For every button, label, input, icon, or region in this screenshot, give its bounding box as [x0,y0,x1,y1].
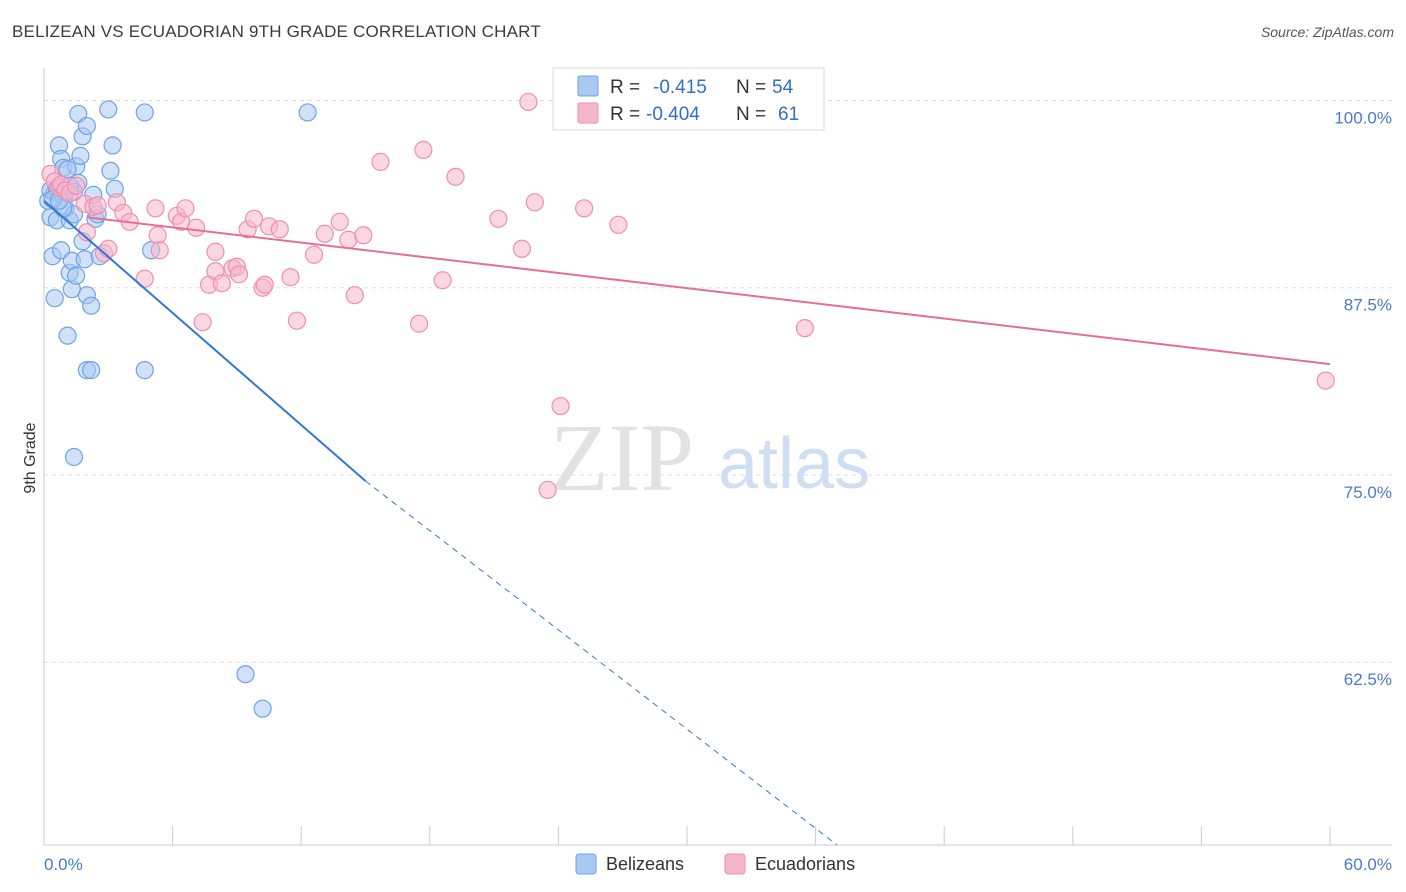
point-ecuadorians-33 [244,209,264,228]
legend-n-label-2: N = [736,104,766,125]
point-ecuadorians-16 [135,269,154,288]
point-ecuadorians-47 [409,314,429,333]
point-belizeans-4 [45,289,64,308]
point-ecuadorians-52 [512,239,532,258]
point-ecuadorians-31 [229,265,249,284]
point-ecuadorians-53 [519,92,538,112]
y-tick-label-3: 62.5% [1344,670,1392,689]
point-ecuadorians-35 [255,275,274,294]
point-belizeans-41 [135,361,154,380]
legend-n-value-1: 54 [772,77,794,98]
point-ecuadorians-49 [433,271,452,290]
point-ecuadorians-45 [354,226,373,245]
point-ecuadorians-19 [150,241,169,260]
point-ecuadorians-39 [287,311,307,330]
trend-extension-belizeans [365,480,838,846]
point-belizeans-31 [82,296,101,315]
bottom-legend-swatch-belizeans [575,853,597,875]
grid-lines [44,99,1392,663]
watermark-zip: ZIP [550,404,694,511]
point-ecuadorians-37 [270,220,289,239]
y-tick-label-1: 87.5% [1344,296,1392,315]
bottom-legend: Belizeans Ecuadorians [575,853,855,875]
point-ecuadorians-41 [315,224,334,243]
point-belizeans-12 [58,326,77,345]
point-belizeans-45 [298,103,317,122]
point-ecuadorians-40 [304,245,324,264]
x-tick-label-1: 60.0% [1344,855,1392,874]
point-belizeans-27 [77,116,96,136]
point-ecuadorians-12 [99,239,118,258]
point-ecuadorians-42 [330,212,349,231]
trend-line-belizeans [43,200,367,482]
point-belizeans-17 [64,447,84,467]
point-ecuadorians-17 [146,199,165,218]
point-belizeans-23 [71,146,90,165]
point-ecuadorians-60 [1316,371,1335,390]
point-ecuadorians-54 [525,193,544,212]
point-ecuadorians-22 [176,199,195,218]
point-ecuadorians-38 [281,268,300,287]
trend-line-ecuadorians [86,216,1331,366]
legend-r-value-2: -0.404 [646,104,700,125]
point-ecuadorians-44 [345,286,364,305]
legend-n-value-2: 61 [778,104,799,125]
x-tick-label-0: 0.0% [44,855,83,874]
point-ecuadorians-27 [206,242,225,261]
point-ecuadorians-18 [148,226,167,245]
point-ecuadorians-43 [339,230,358,249]
legend-r-label-1: R = [610,77,640,98]
point-belizeans-44 [253,699,272,718]
point-belizeans-26 [75,250,94,269]
point-ecuadorians-57 [575,199,594,218]
bottom-legend-label-ecuadorians: Ecuadorians [755,854,855,874]
y-tick-label-2: 75.0% [1344,483,1392,502]
y-axis-title: 9th Grade [22,422,39,493]
chart-title: BELIZEAN VS ECUADORIAN 9TH GRADE CORRELA… [12,22,541,41]
watermark: ZIP atlas [550,404,870,511]
point-belizeans-37 [99,100,118,119]
point-belizeans-40 [135,103,154,122]
point-ecuadorians-10 [88,196,107,215]
watermark-atlas: atlas [718,424,870,504]
point-belizeans-20 [67,266,86,285]
point-belizeans-43 [236,665,255,684]
tick-labels: 100.0% 87.5% 75.0% 62.5% 0.0% 60.0% [44,108,1392,874]
point-ecuadorians-48 [414,140,433,159]
legend-swatch-ecuadorians [577,102,599,124]
point-ecuadorians-28 [212,274,231,293]
point-ecuadorians-58 [609,215,628,234]
legend-r-value-1: -0.415 [653,77,707,98]
bottom-legend-label-belizeans: Belizeans [606,854,684,874]
point-ecuadorians-23 [187,218,206,237]
point-ecuadorians-51 [489,209,508,228]
point-belizeans-30 [82,361,101,380]
legend-swatch-belizeans [577,75,599,97]
legend-box: R = -0.415 N = 54 R = -0.404 N = 61 [552,67,825,131]
point-ecuadorians-59 [795,319,814,338]
point-ecuadorians-6 [67,176,86,195]
point-belizeans-36 [101,161,120,180]
point-ecuadorians-50 [446,167,465,186]
point-ecuadorians-24 [193,313,212,332]
legend-r-label-2: R = [610,104,640,125]
y-tick-label-0: 100.0% [1334,108,1392,127]
point-ecuadorians-55 [538,480,557,500]
axes [43,68,1392,846]
point-ecuadorians-8 [77,223,96,242]
source-label: Source: ZipAtlas.com [1260,24,1394,40]
bottom-legend-swatch-ecuadorians [724,853,746,875]
point-belizeans-38 [103,136,122,155]
trend-lines [43,200,1331,846]
point-ecuadorians-56 [551,396,570,416]
legend-n-label-1: N = [736,77,766,98]
point-ecuadorians-46 [371,152,390,171]
